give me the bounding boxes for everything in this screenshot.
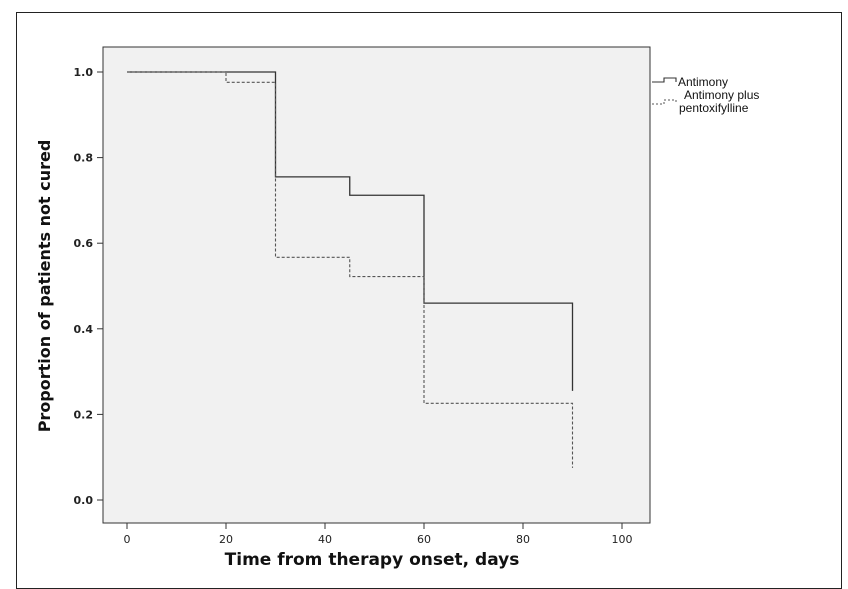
y-tick-label: 0.8 xyxy=(74,152,94,165)
legend-swatch-antimony xyxy=(652,77,677,83)
axes: 0.0 0.2 0.4 0.6 0.8 1.0 0 20 40 60 80 100 xyxy=(74,66,633,546)
x-tick-label: 80 xyxy=(516,533,530,546)
y-tick-label: 0.0 xyxy=(74,494,94,507)
series-line-antimony xyxy=(127,71,574,391)
legend-label-pentoxifylline-line1: Antimony plus xyxy=(684,88,759,102)
y-tick-label: 0.2 xyxy=(74,408,94,421)
y-tick-label: 1.0 xyxy=(74,66,94,79)
x-tick-label: 20 xyxy=(219,533,233,546)
legend-label-pentoxifylline-line2: pentoxifylline xyxy=(679,101,749,115)
legend-swatch-pentoxifylline xyxy=(652,99,677,105)
plot-area xyxy=(102,46,651,524)
series-line-antimony-plus-pentoxifylline xyxy=(127,71,574,468)
series-layer xyxy=(127,71,574,468)
x-axis-label: Time from therapy onset, days xyxy=(225,550,520,570)
legend-label-antimony: Antimony xyxy=(678,75,728,89)
x-tick-label: 40 xyxy=(318,533,332,546)
y-tick-label: 0.4 xyxy=(74,323,94,336)
x-tick-label: 60 xyxy=(417,533,431,546)
x-tick-label: 100 xyxy=(612,533,633,546)
y-axis-label: Proportion of patients not cured xyxy=(35,140,54,433)
y-tick-label: 0.6 xyxy=(74,237,94,250)
x-tick-label: 0 xyxy=(124,533,131,546)
